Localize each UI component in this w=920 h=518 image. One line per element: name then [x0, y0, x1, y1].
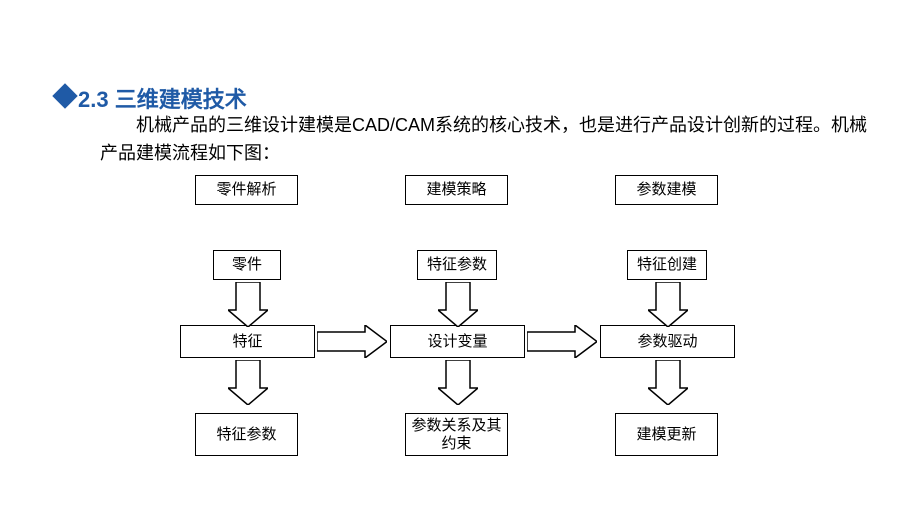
flow-box-b12: 建模策略 — [405, 175, 508, 205]
flow-box-b31: 特征 — [180, 325, 315, 358]
flow-box-b13: 参数建模 — [615, 175, 718, 205]
diamond-bullet-icon — [56, 87, 74, 105]
down-arrow-icon — [648, 360, 688, 405]
flow-box-b42: 参数关系及其约束 — [405, 413, 508, 456]
flow-box-b23: 特征创建 — [627, 250, 707, 280]
down-arrow-icon — [648, 282, 688, 327]
body-paragraph: 机械产品的三维设计建模是CAD/CAM系统的核心技术，也是进行产品设计创新的过程… — [100, 112, 870, 168]
flow-box-b11: 零件解析 — [195, 175, 298, 205]
down-arrow-icon — [438, 282, 478, 327]
down-arrow-icon — [228, 282, 268, 327]
down-arrow-icon — [228, 360, 268, 405]
flow-box-b22: 特征参数 — [417, 250, 497, 280]
down-arrow-icon — [438, 360, 478, 405]
flow-box-b33: 参数驱动 — [600, 325, 735, 358]
right-arrow-icon — [527, 325, 597, 358]
flow-box-b21: 零件 — [213, 250, 281, 280]
flow-box-b43: 建模更新 — [615, 413, 718, 456]
flowchart-diagram: 零件解析建模策略参数建模零件特征参数特征创建特征设计变量参数驱动特征参数参数关系… — [165, 175, 775, 485]
flow-box-b41: 特征参数 — [195, 413, 298, 456]
section-heading: 2.3 三维建模技术 — [56, 82, 247, 114]
flow-box-b32: 设计变量 — [390, 325, 525, 358]
heading-text: 2.3 三维建模技术 — [78, 82, 247, 114]
right-arrow-icon — [317, 325, 387, 358]
